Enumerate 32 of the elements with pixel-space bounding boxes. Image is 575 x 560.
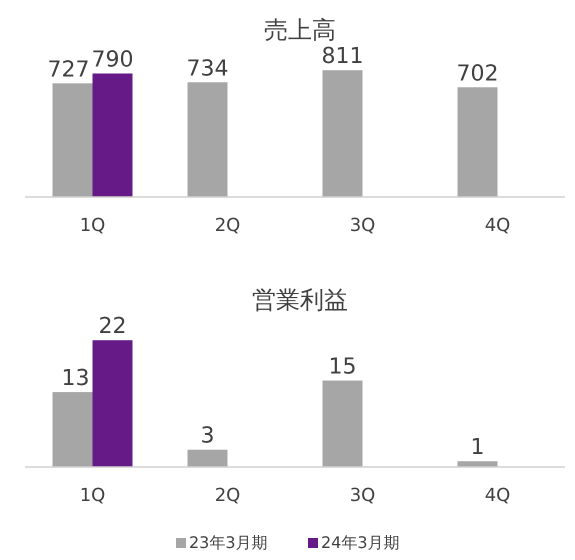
bar <box>188 82 228 197</box>
data-label: 3 <box>200 424 214 449</box>
bar <box>322 70 362 197</box>
x-tick-label: 3Q <box>350 485 376 506</box>
data-label: 13 <box>62 366 90 392</box>
chart-title: 売上高 <box>264 16 336 44</box>
bar <box>458 87 498 197</box>
bar <box>322 380 362 467</box>
x-tick-label: 1Q <box>80 215 106 236</box>
bar <box>92 73 132 197</box>
x-tick-label: 4Q <box>484 215 510 236</box>
legend-label: 23年3月期 <box>189 533 268 552</box>
data-label: 811 <box>322 44 364 70</box>
x-tick-label: 1Q <box>80 485 106 506</box>
data-label: 734 <box>186 56 228 82</box>
bar <box>92 340 132 467</box>
chart-title: 営業利益 <box>252 286 348 314</box>
data-label: 1 <box>470 435 484 460</box>
x-tick-label: 2Q <box>214 215 240 236</box>
data-label: 15 <box>328 354 356 380</box>
bar <box>458 461 498 467</box>
x-tick-label: 2Q <box>214 485 240 506</box>
bar <box>52 83 92 197</box>
legend-label: 24年3月期 <box>321 533 400 552</box>
bar <box>188 450 228 467</box>
data-label: 790 <box>92 47 134 72</box>
x-tick-label: 4Q <box>484 485 510 506</box>
x-tick-label: 3Q <box>350 215 376 236</box>
data-label: 727 <box>48 57 90 82</box>
data-label: 702 <box>456 61 498 86</box>
data-label: 22 <box>98 314 126 340</box>
bar <box>52 392 92 467</box>
